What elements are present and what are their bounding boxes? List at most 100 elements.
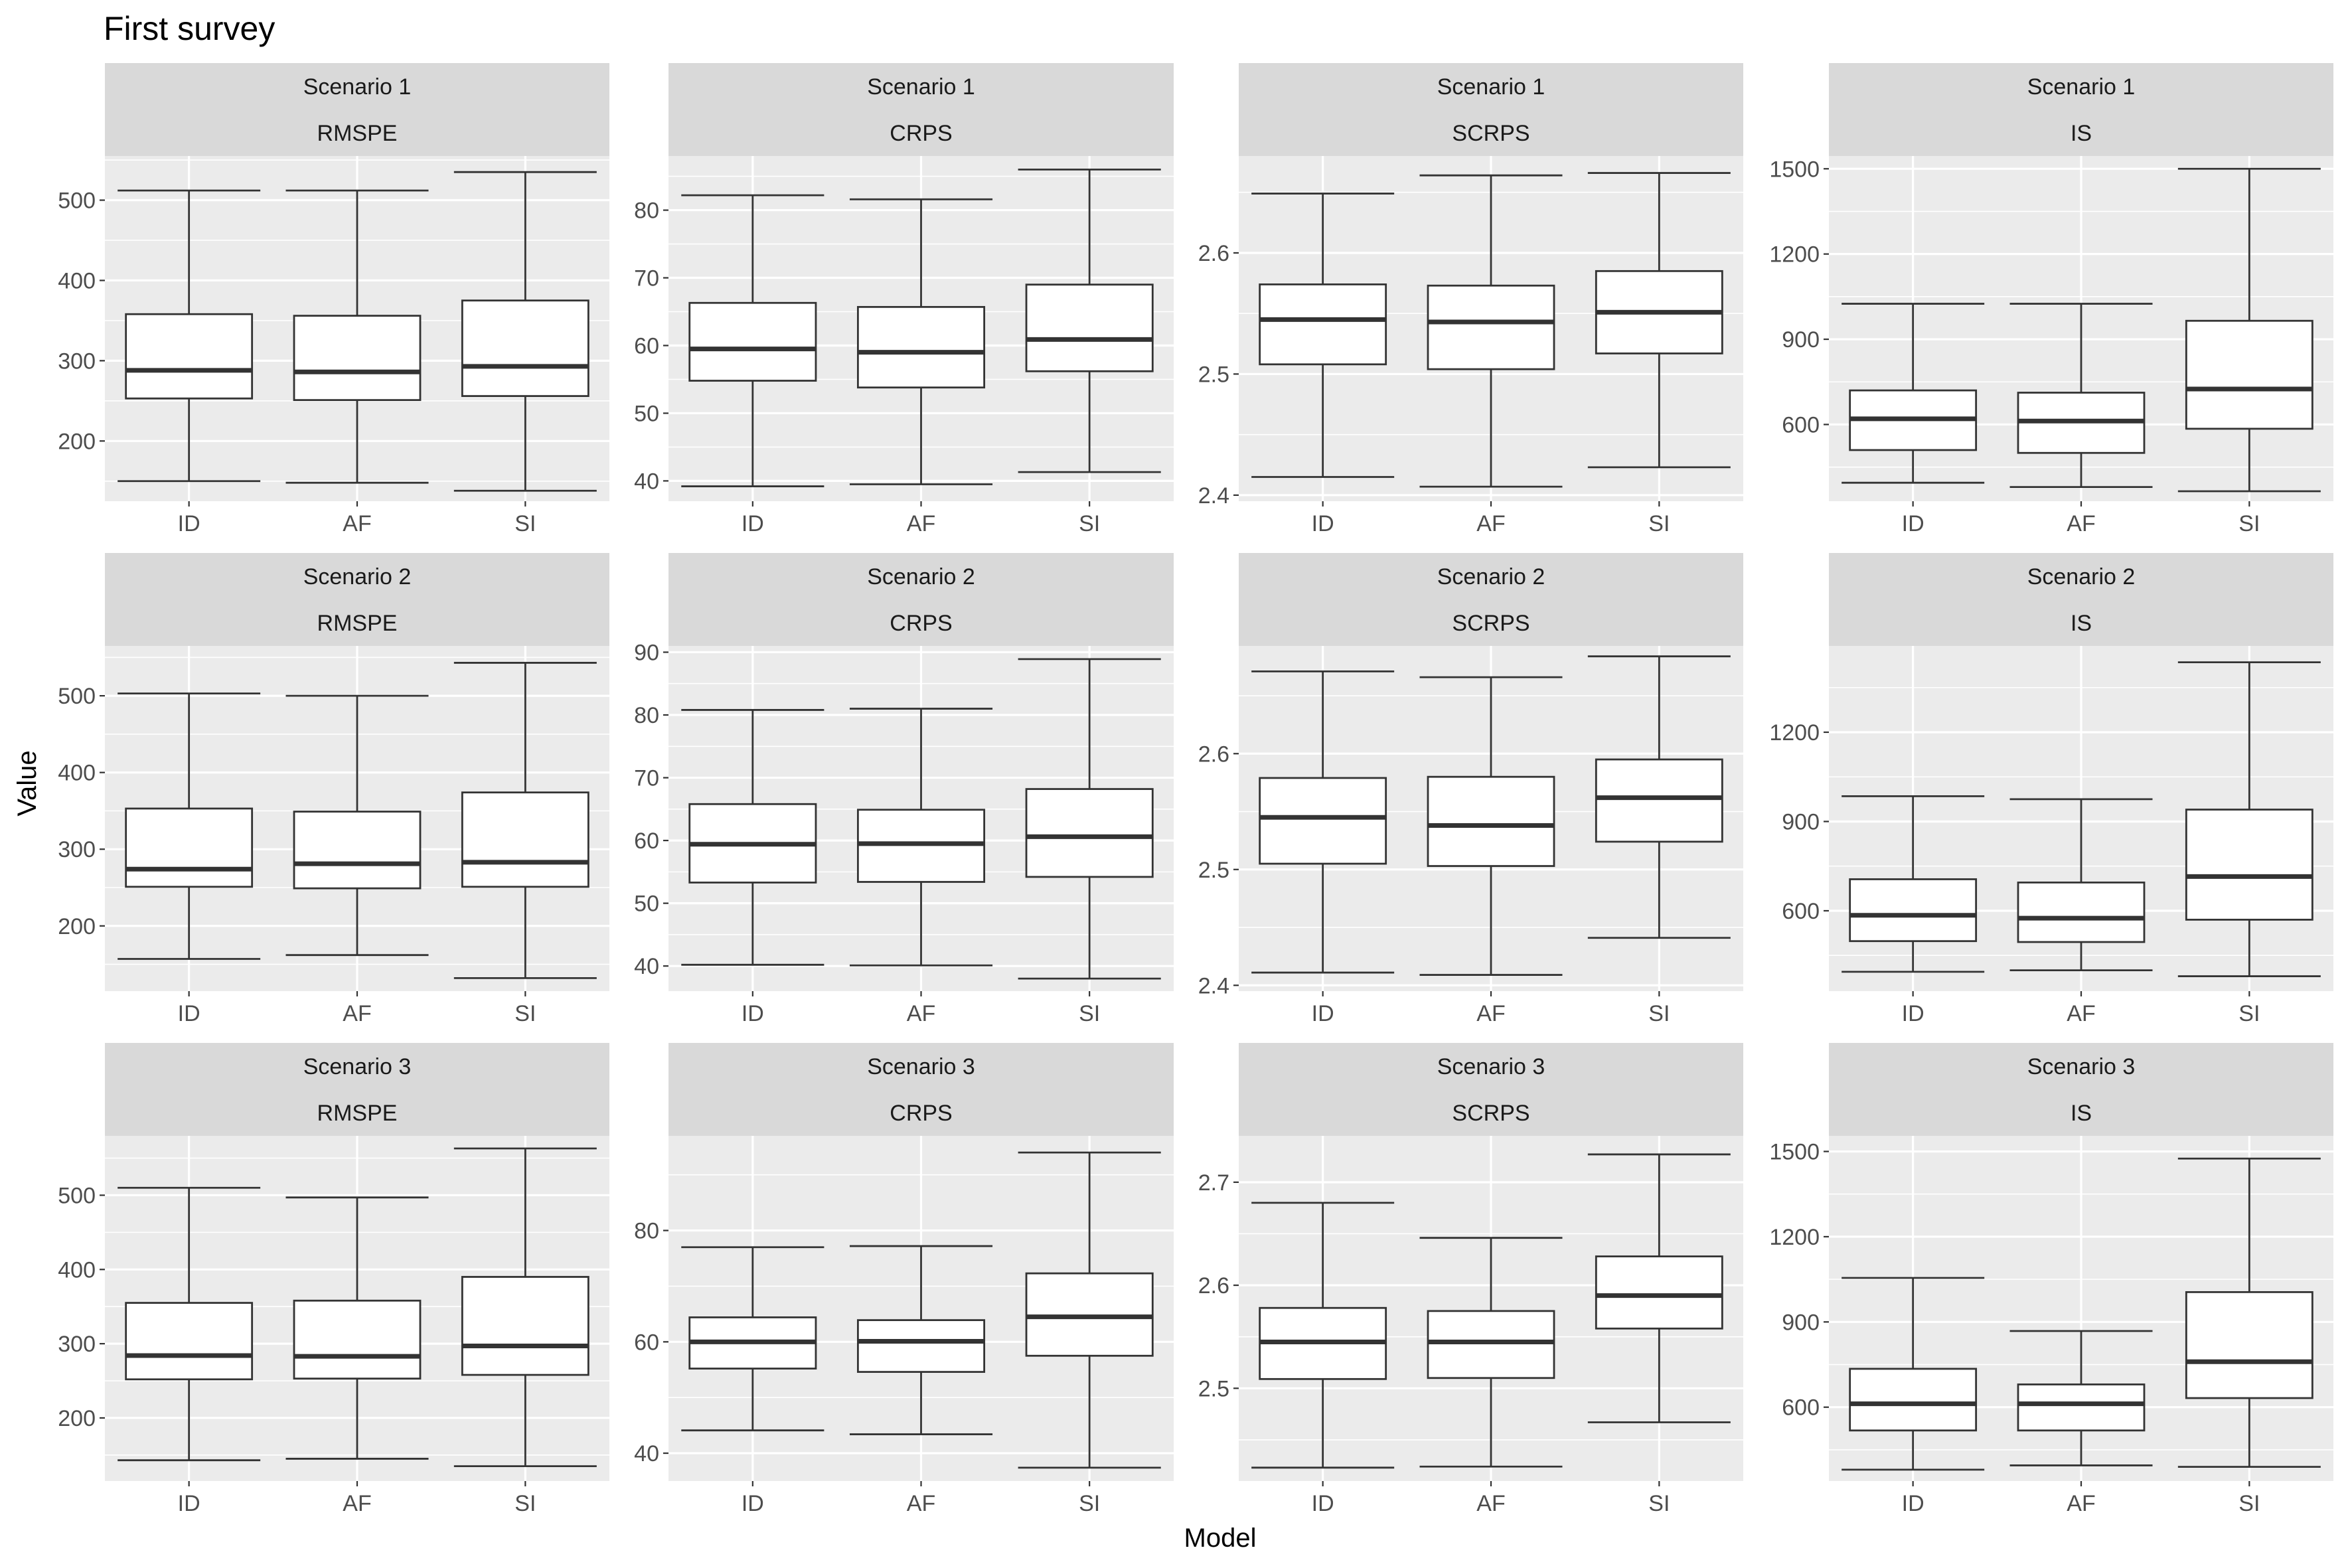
- x-tick-label: SI: [514, 1001, 536, 1026]
- x-tick-label: AF: [907, 1491, 935, 1516]
- y-tick-label: 600: [1782, 1395, 1820, 1421]
- box-id: [118, 189, 261, 483]
- box-iqr: [1427, 1310, 1555, 1379]
- box-iqr: [461, 299, 589, 397]
- y-tick-label: 60: [634, 828, 659, 854]
- x-tick-label: AF: [2067, 511, 2095, 536]
- y-tick-label: 60: [634, 333, 659, 358]
- strip-background: [1829, 553, 2333, 646]
- strip-background: [105, 1043, 609, 1136]
- x-tick-label: ID: [1902, 1491, 1924, 1516]
- x-tick-label: SI: [2238, 1001, 2260, 1026]
- strip-scenario-label: Scenario 1: [1437, 74, 1545, 100]
- y-tick-label: 1200: [1769, 720, 1820, 745]
- y-tick-label: 500: [58, 684, 96, 709]
- facet-panel: Scenario 1 SCRPS 2.4 2.5 2.6 ID AF SI: [1198, 63, 1743, 536]
- x-tick-label: ID: [1312, 1491, 1334, 1516]
- box-si: [1587, 172, 1731, 469]
- facet-panel: Scenario 3 IS 600 900 1200 1500 ID AF SI: [1769, 1043, 2333, 1516]
- y-tick-label: 50: [634, 401, 659, 426]
- x-tick-label: AF: [343, 511, 371, 536]
- x-axis-title: Model: [1184, 1524, 1257, 1553]
- x-tick-label: ID: [742, 1491, 764, 1516]
- x-tick-label: AF: [1476, 1001, 1505, 1026]
- y-tick-label: 400: [58, 1257, 96, 1283]
- y-tick-label: 200: [58, 1406, 96, 1431]
- box-id: [1842, 795, 1985, 973]
- y-tick-label: 200: [58, 914, 96, 939]
- strip-background: [1239, 553, 1743, 646]
- facet-panel: Scenario 1 RMSPE 200 300 400 500 ID AF SI: [58, 63, 609, 536]
- strip-scenario-label: Scenario 3: [1437, 1054, 1545, 1079]
- y-tick-label: 2.5: [1198, 858, 1229, 883]
- x-tick-label: SI: [514, 1491, 536, 1516]
- strip-metric-label: RMSPE: [317, 1101, 398, 1126]
- x-tick-label: ID: [742, 1001, 764, 1026]
- y-tick-label: 400: [58, 268, 96, 293]
- strip-background: [1829, 63, 2333, 156]
- box-iqr: [461, 1276, 589, 1376]
- strip-scenario-label: Scenario 3: [867, 1054, 975, 1079]
- x-tick-label: ID: [178, 1001, 200, 1026]
- facet-panel: Scenario 3 RMSPE 200 300 400 500 ID AF SI: [58, 1043, 609, 1516]
- box-af: [2009, 1330, 2153, 1466]
- box-iqr: [1427, 775, 1555, 867]
- strip-scenario-label: Scenario 2: [2027, 564, 2136, 589]
- strip-metric-label: IS: [2071, 611, 2092, 636]
- box-id: [1251, 670, 1395, 974]
- strip-scenario-label: Scenario 1: [303, 74, 412, 100]
- box-iqr: [2185, 1291, 2313, 1399]
- y-tick-label: 300: [58, 349, 96, 374]
- box-iqr: [856, 305, 986, 389]
- y-tick-label: 70: [634, 766, 659, 791]
- box-iqr: [125, 807, 254, 888]
- box-id: [118, 692, 261, 960]
- box-id: [1251, 193, 1395, 478]
- box-iqr: [293, 811, 422, 890]
- box-iqr: [125, 1302, 254, 1381]
- x-tick-label: ID: [1902, 511, 1924, 536]
- x-tick-label: SI: [1648, 511, 1670, 536]
- strip-metric-label: RMSPE: [317, 611, 398, 636]
- y-tick-label: 2.5: [1198, 362, 1229, 387]
- strip-metric-label: CRPS: [890, 611, 952, 636]
- box-si: [1587, 1153, 1731, 1423]
- x-tick-label: SI: [2238, 1491, 2260, 1516]
- x-tick-label: ID: [178, 511, 200, 536]
- box-iqr: [2017, 1383, 2146, 1432]
- facet-panel: Scenario 1 CRPS 40 50 60 70 80 ID AF SI: [634, 63, 1174, 536]
- box-af: [849, 708, 993, 967]
- x-tick-label: AF: [907, 1001, 935, 1026]
- y-tick-label: 400: [58, 761, 96, 786]
- x-tick-label: SI: [2238, 511, 2260, 536]
- x-tick-label: AF: [1476, 1491, 1505, 1516]
- y-tick-label: 2.4: [1198, 973, 1229, 998]
- strip-scenario-label: Scenario 1: [2027, 74, 2136, 100]
- box-af: [849, 1245, 993, 1435]
- y-tick-label: 1200: [1769, 242, 1820, 268]
- strip-background: [105, 63, 609, 156]
- y-tick-label: 300: [58, 1332, 96, 1357]
- box-af: [1419, 1237, 1563, 1468]
- y-tick-label: 900: [1782, 327, 1820, 353]
- box-af: [285, 1196, 429, 1460]
- box-iqr: [125, 313, 254, 400]
- box-iqr: [1849, 1368, 1978, 1432]
- y-tick-label: 70: [634, 266, 659, 291]
- y-tick-label: 50: [634, 892, 659, 917]
- x-tick-label: ID: [178, 1491, 200, 1516]
- y-tick-label: 40: [634, 469, 659, 494]
- box-si: [1018, 1151, 1161, 1469]
- box-af: [285, 694, 429, 957]
- box-id: [1251, 1202, 1395, 1469]
- box-af: [1419, 174, 1563, 488]
- box-id: [681, 709, 824, 966]
- box-si: [1018, 658, 1161, 980]
- box-iqr: [1427, 284, 1555, 370]
- box-id: [1842, 303, 1985, 484]
- x-tick-label: SI: [1648, 1491, 1670, 1516]
- x-tick-label: AF: [343, 1491, 371, 1516]
- x-tick-label: AF: [2067, 1491, 2095, 1516]
- facet-panel: Scenario 2 SCRPS 2.4 2.5 2.6 ID AF SI: [1198, 553, 1743, 1026]
